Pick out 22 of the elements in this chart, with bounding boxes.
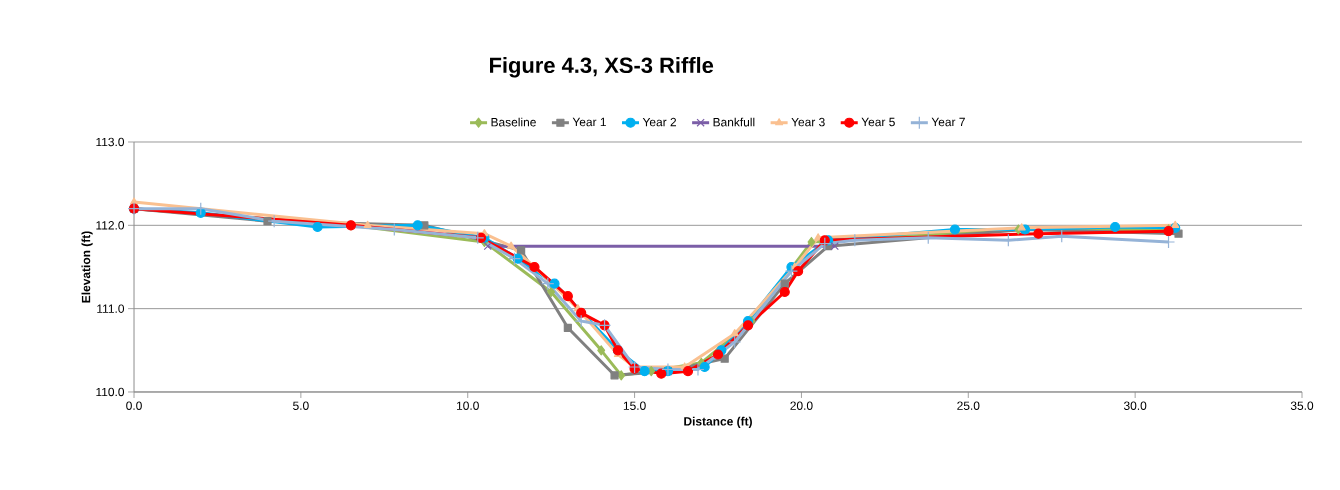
x-tick-label: 0.0 (126, 401, 142, 410)
y-tick-label: 113.0 (96, 137, 125, 147)
legend-label: Bankfull (713, 117, 755, 127)
legend-label: Year 3 (791, 117, 825, 127)
x-tick-label: 25.0 (957, 401, 980, 410)
x-axis-title: Distance (ft) (684, 416, 752, 428)
legend-label: Baseline (491, 117, 536, 127)
y-tick-label: 112.0 (96, 221, 125, 230)
x-tick-label: 35.0 (1290, 401, 1314, 410)
chart-title: Figure 4.3, XS-3 Riffle (490, 56, 714, 78)
y-tick-label: 111.0 (97, 304, 125, 313)
legend-label: Year 2 (642, 117, 677, 127)
y-axis-title: Elevation (ft) (81, 231, 93, 303)
x-tick-label: 30.0 (1123, 401, 1147, 410)
legend-label: Year 5 (861, 117, 895, 127)
x-tick-label: 20.0 (790, 401, 813, 410)
legend-label: Year 7 (931, 117, 965, 127)
x-tick-label: 10.0 (457, 401, 479, 410)
x-tick-label: 5.0 (293, 401, 309, 410)
x-tick-label: 15.0 (623, 401, 646, 410)
legend-label: Year 1 (572, 117, 606, 127)
y-tick-label: 110.0 (96, 387, 125, 397)
